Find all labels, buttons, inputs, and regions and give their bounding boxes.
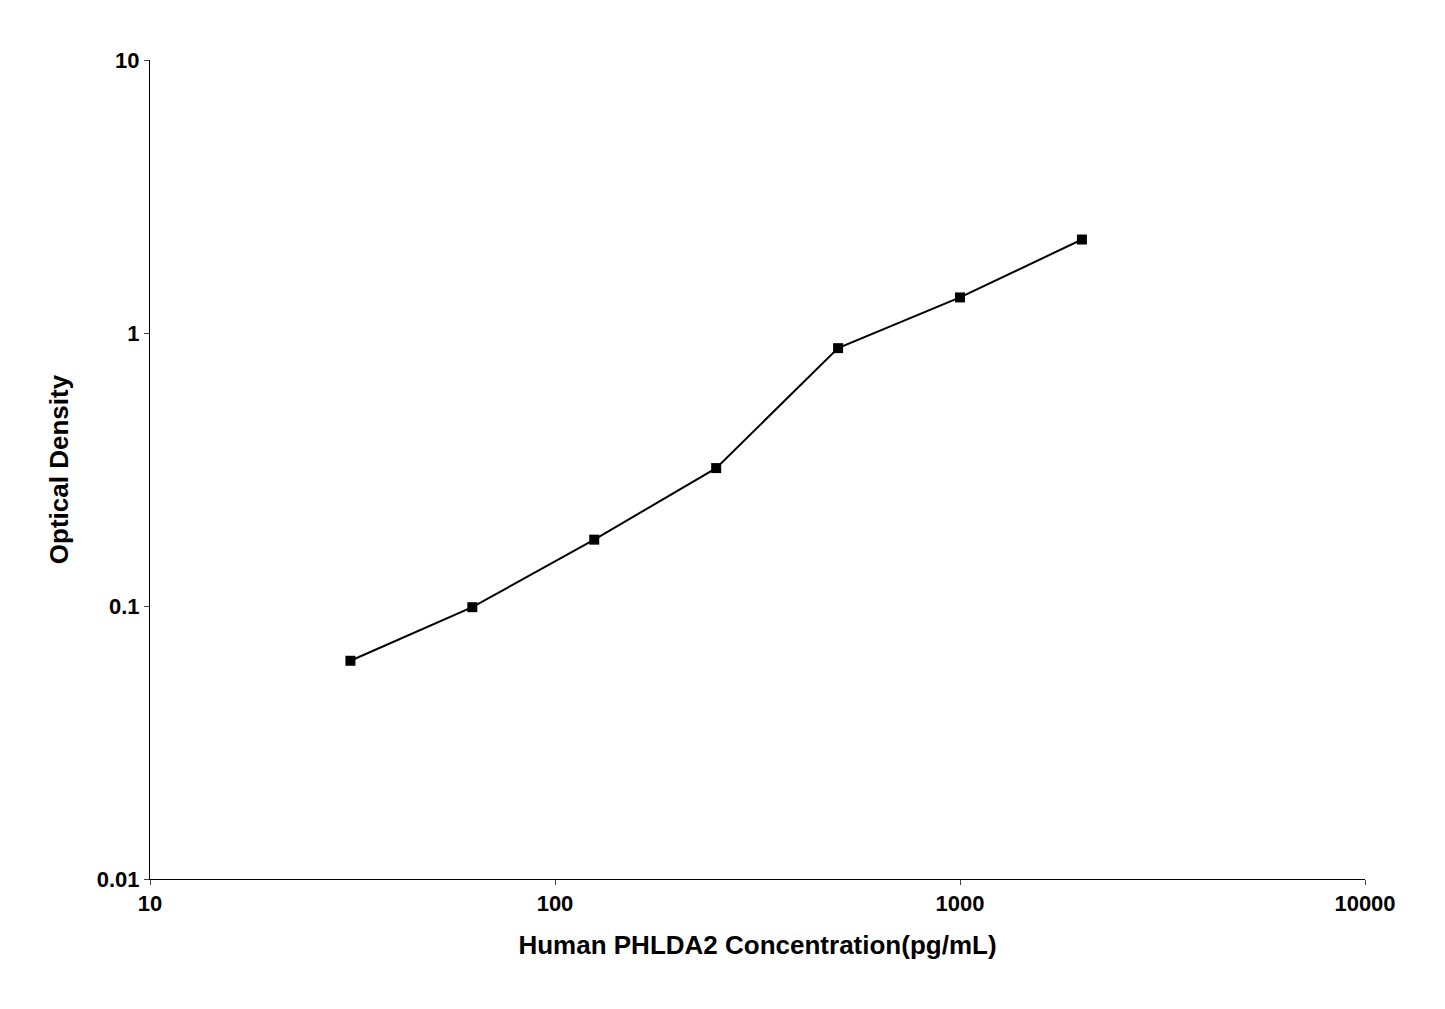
- svg-text:100: 100: [537, 891, 574, 916]
- svg-text:1000: 1000: [936, 891, 985, 916]
- svg-text:0.1: 0.1: [109, 594, 140, 619]
- svg-text:1: 1: [127, 321, 139, 346]
- svg-text:10: 10: [138, 891, 162, 916]
- svg-text:0.01: 0.01: [97, 867, 140, 892]
- svg-text:Optical Density: Optical Density: [44, 374, 74, 564]
- svg-text:10: 10: [115, 48, 139, 73]
- svg-text:Human PHLDA2 Concentration(pg/: Human PHLDA2 Concentration(pg/mL): [518, 930, 996, 960]
- svg-text:10000: 10000: [1334, 891, 1395, 916]
